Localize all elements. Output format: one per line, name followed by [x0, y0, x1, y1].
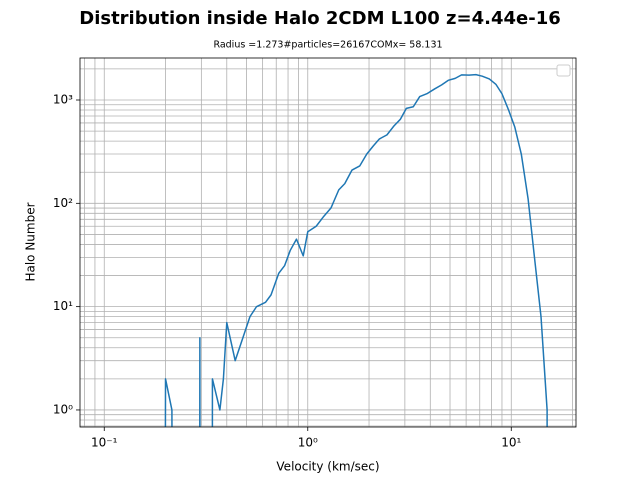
x-tick-label: 10⁰	[298, 436, 318, 450]
y-tick-label: 10²	[53, 196, 73, 210]
data-line	[164, 73, 548, 427]
chart-subtitle: Radius =1.273#particles=26167COMx= 58.13…	[213, 40, 442, 51]
y-tick-label: 10¹	[53, 299, 73, 313]
x-tick-label: 10¹	[501, 436, 521, 450]
plot-area	[164, 73, 548, 427]
plot-frame	[79, 57, 577, 428]
y-axis-label: Halo Number	[24, 202, 38, 281]
y-tick-label: 10⁰	[53, 402, 73, 416]
chart-title: Distribution inside Halo 2CDM L100 z=4.4…	[79, 8, 561, 29]
y-tick-label: 10³	[53, 93, 73, 107]
x-axis-label: Velocity (km/sec)	[276, 460, 379, 474]
legend	[556, 64, 571, 77]
x-tick-label: 10⁻¹	[91, 436, 118, 450]
grid: 10⁻¹ 10⁰ 10¹ 10⁰ 10¹ 10² 10³	[53, 58, 576, 450]
